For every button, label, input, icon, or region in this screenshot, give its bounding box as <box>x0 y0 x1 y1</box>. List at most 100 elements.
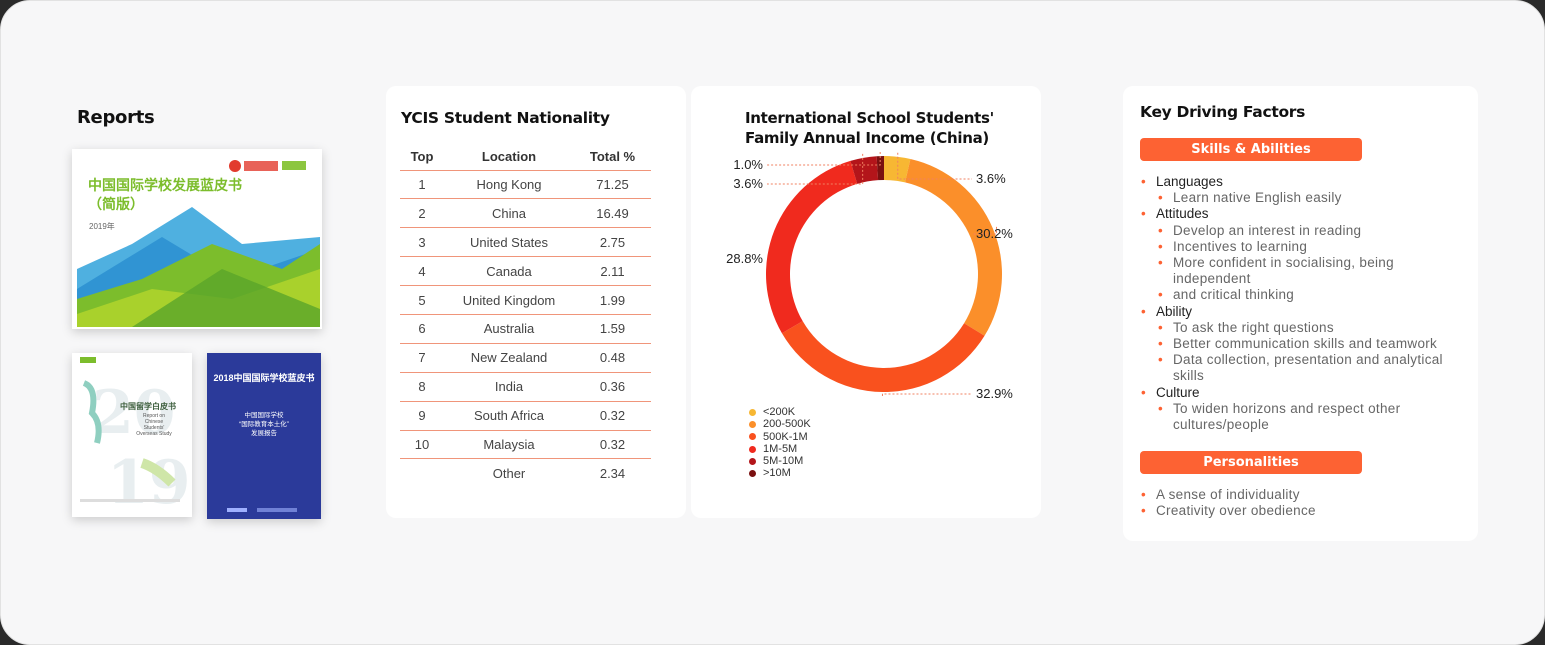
table-row: 2 China 16.49 <box>400 198 651 229</box>
personalities-list: A sense of individualityCreativity over … <box>1141 487 1316 520</box>
personality-item: Creativity over obedience <box>1141 503 1316 519</box>
donut-slice <box>876 156 884 181</box>
cover-subtitle: Report on Chinese Students' Overseas Stu… <box>136 413 172 437</box>
legend-swatch <box>749 457 756 465</box>
chart-title: International School Students' Family An… <box>745 109 994 147</box>
leader-line <box>881 393 972 396</box>
cell-location: Canada <box>444 256 574 287</box>
cell-total: 1.59 <box>574 314 651 344</box>
cell-rank: 9 <box>400 401 444 431</box>
header-total: Total % <box>574 143 651 171</box>
leader-line <box>767 152 881 166</box>
report-cover-2019[interactable]: 中国国际学校发展蓝皮书 （简版） 2019年 <box>72 149 322 329</box>
slice-label: 3.6% <box>733 176 763 191</box>
factor-item: More confident in socialising, being ind… <box>1141 255 1471 287</box>
donut-slice <box>884 156 911 183</box>
factor-item: To ask the right questions <box>1141 320 1471 336</box>
slice-label: 3.6% <box>976 171 1006 186</box>
legend-swatch <box>749 420 756 428</box>
legend-label: >10M <box>763 467 791 480</box>
legend-item: <200K <box>749 406 811 418</box>
cell-location: United Kingdom <box>444 285 574 315</box>
legend-swatch <box>749 470 756 478</box>
cell-total: 71.25 <box>574 170 651 200</box>
cell-total: 2.34 <box>599 466 626 482</box>
cell-total: 1.99 <box>574 285 651 315</box>
cell-location: Australia <box>444 314 574 344</box>
personality-item: A sense of individuality <box>1141 487 1316 503</box>
chart-legend: <200K 200-500K 500K-1M 1M-5M 5M-10M >10M <box>749 406 811 480</box>
cover-year: 2019年 <box>89 222 115 231</box>
cell-rank: 10 <box>400 430 444 460</box>
cell-rank: 6 <box>400 314 444 344</box>
cell-rank: 8 <box>400 372 444 402</box>
legend-item: 200-500K <box>749 418 811 430</box>
cover-subtitle: 中国国际学校 “国际教育本土化” 发展报告 <box>239 412 289 437</box>
cell-rank: 5 <box>400 285 444 315</box>
factor-category: Attitudes <box>1141 206 1471 222</box>
table-header-row: Top Location Total % <box>400 143 651 171</box>
slice-label: 32.9% <box>976 386 1013 401</box>
cell-total: 16.49 <box>574 198 651 229</box>
skills-list: LanguagesLearn native English easilyAtti… <box>1141 174 1471 433</box>
svg-text:20: 20 <box>92 378 176 448</box>
factor-category: Languages <box>1141 174 1471 190</box>
cell-location: United States <box>444 227 574 258</box>
donut-slice <box>850 156 879 184</box>
svg-text:19: 19 <box>107 448 191 517</box>
cell-rank <box>400 459 444 488</box>
factor-item: Data collection, presentation and analyt… <box>1141 352 1471 384</box>
legend-label: 1M-5M <box>763 442 798 455</box>
leader-line <box>897 152 972 180</box>
cover-2019-graphic: 20 19 <box>80 357 191 517</box>
cell-location: New Zealand <box>444 343 574 373</box>
legend-label: 200-500K <box>763 418 811 431</box>
legend-label: <200K <box>763 406 796 418</box>
cell-location: Other <box>492 466 526 482</box>
cell-rank: 2 <box>400 198 444 229</box>
skills-abilities-badge: Skills & Abilities <box>1140 138 1362 161</box>
table-row: 3 United States 2.75 <box>400 227 651 258</box>
legend-label: 500K-1M <box>763 430 808 443</box>
slice-label: 30.2% <box>976 226 1013 241</box>
cell-total: 0.32 <box>574 430 651 460</box>
cell-location: China <box>444 198 574 229</box>
cell-total: 2.75 <box>574 227 651 258</box>
cell-rank: 4 <box>400 256 444 287</box>
personalities-badge: Personalities <box>1140 451 1362 474</box>
factor-category: Ability <box>1141 304 1471 320</box>
slice-label: 1.0% <box>733 157 763 172</box>
cell-total: 0.36 <box>574 372 651 402</box>
cell-rank: 1 <box>400 170 444 200</box>
factor-item: Learn native English easily <box>1141 190 1471 206</box>
cell-location: South Africa <box>444 401 574 431</box>
factor-item: Better communication skills and teamwork <box>1141 336 1471 352</box>
cell-rank: 3 <box>400 227 444 258</box>
legend-item: 5M-10M <box>749 455 811 467</box>
table-row: 4 Canada 2.11 <box>400 256 651 287</box>
factor-item: Incentives to learning <box>1141 239 1471 255</box>
slice-label: 28.8% <box>726 251 763 266</box>
cover-title: 2018中国国际学校蓝皮书 <box>213 373 315 383</box>
report-cover-white-paper[interactable]: 20 19 中国留学白皮书 Report on Chinese Students… <box>72 353 192 517</box>
donut-slice <box>905 158 1002 336</box>
table-row: 8 India 0.36 <box>400 372 651 402</box>
table-row: 1 Hong Kong 71.25 <box>400 170 651 200</box>
publisher-logo <box>228 159 308 173</box>
table-row: 6 Australia 1.59 <box>400 314 651 344</box>
legend-label: 5M-10M <box>763 455 804 468</box>
cover-mountains-graphic <box>77 207 320 327</box>
table-row: 10 Malaysia 0.32 <box>400 430 651 460</box>
report-cover-2018[interactable]: 2018中国国际学校蓝皮书 中国国际学校 “国际教育本土化” 发展报告 <box>207 353 321 519</box>
legend-item: >10M <box>749 467 811 479</box>
cover-title: 中国留学白皮书 <box>120 402 176 411</box>
table-row: Other 2.34 <box>400 459 651 488</box>
header-location: Location <box>444 143 574 171</box>
cell-total: 0.32 <box>574 401 651 431</box>
cell-location: Hong Kong <box>444 170 574 200</box>
table-row: 7 New Zealand 0.48 <box>400 343 651 373</box>
factors-title: Key Driving Factors <box>1140 103 1306 121</box>
nationality-table: Top Location Total % 1 Hong Kong 71.25 2 Chi… <box>400 143 651 488</box>
legend-swatch <box>749 433 756 441</box>
cell-location: Malaysia <box>444 430 574 460</box>
